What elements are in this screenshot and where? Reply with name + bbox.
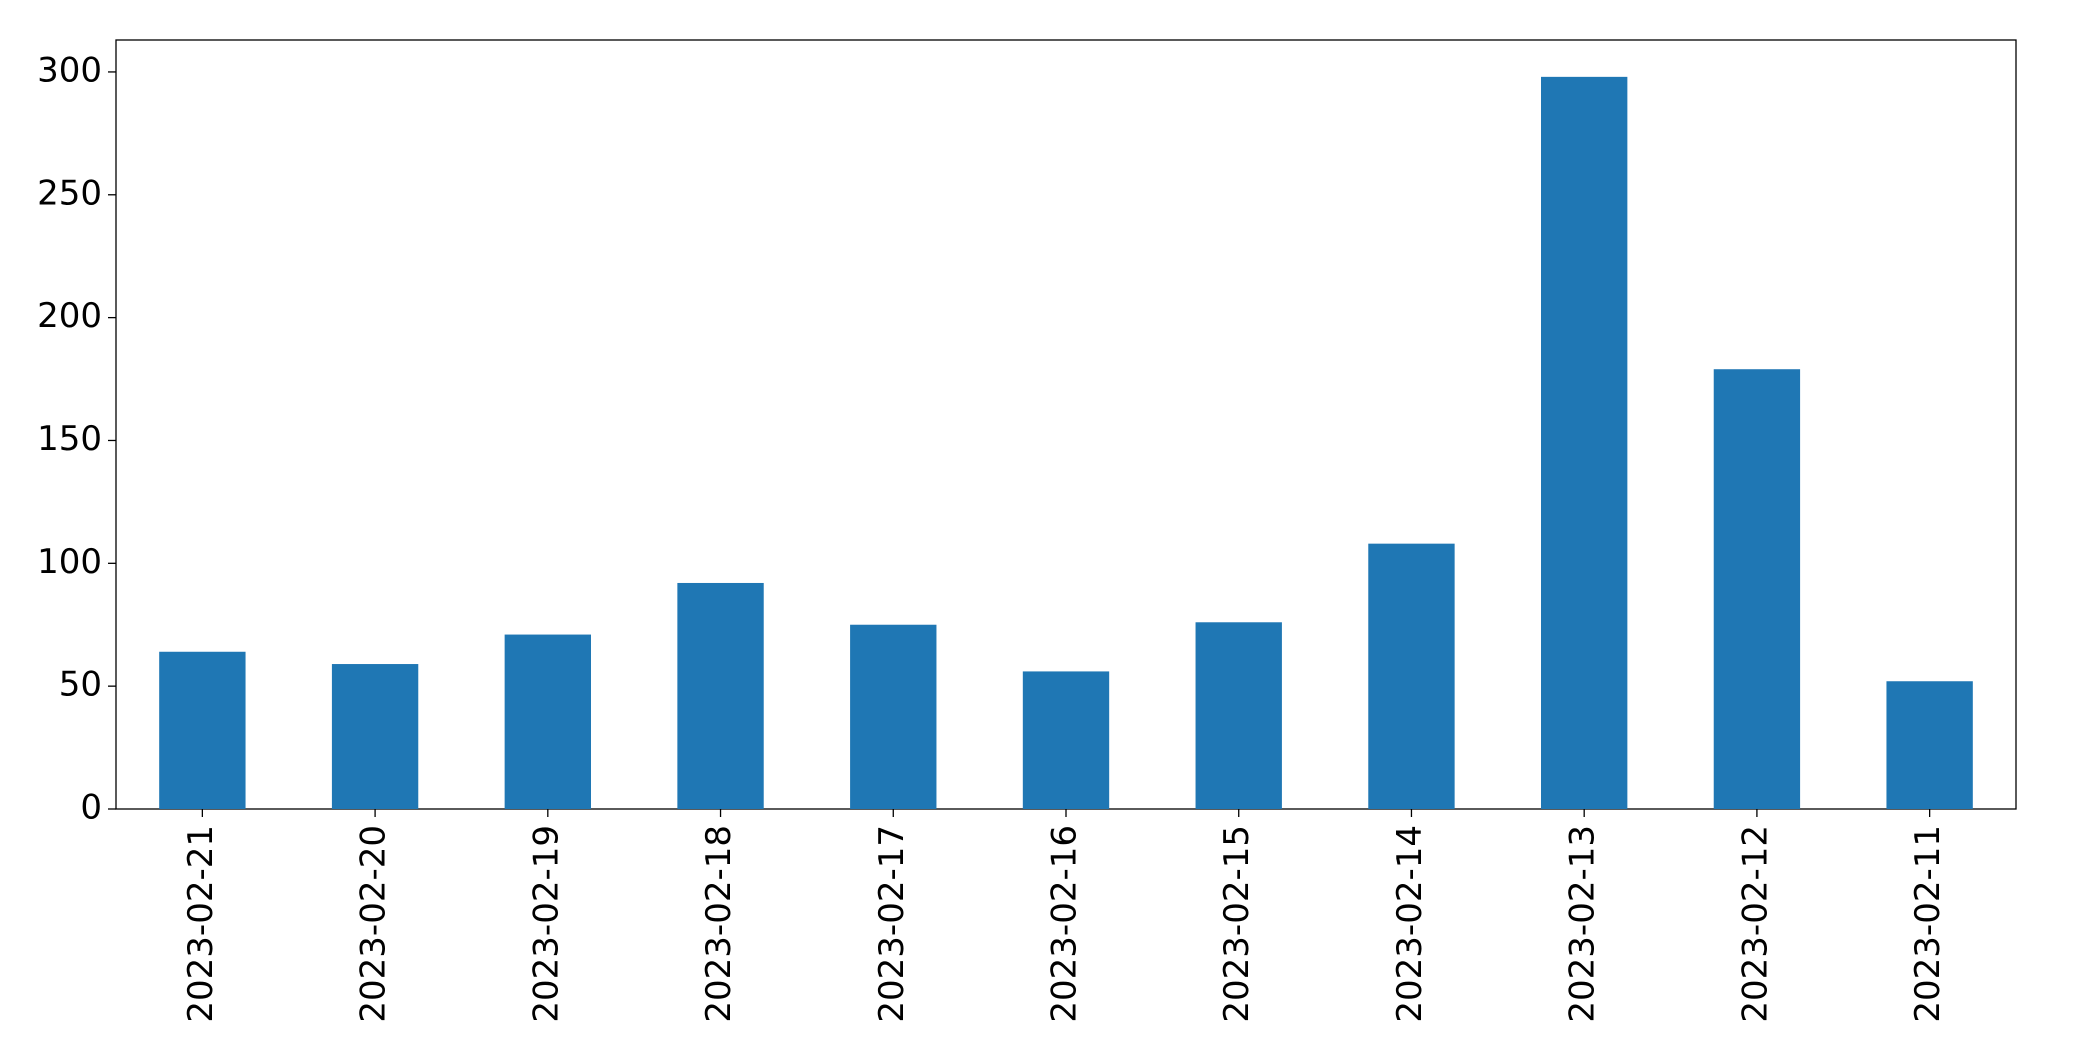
x-tick-label: 2023-02-12 [1735,825,1775,1023]
y-tick-label: 200 [37,296,102,336]
bar [1195,622,1282,809]
x-tick-label: 2023-02-18 [699,825,739,1023]
x-tick-label: 2023-02-15 [1217,825,1257,1023]
bar [1541,76,1628,810]
bar [1713,369,1801,809]
x-tick-label: 2023-02-14 [1390,825,1430,1023]
y-tick-label: 300 [37,50,102,90]
x-tick-label: 2023-02-19 [526,825,566,1023]
x-tick-label: 2023-02-20 [354,825,394,1023]
bar [677,582,764,809]
y-tick-label: 0 [80,788,102,828]
bar [850,624,937,809]
x-tick-label: 2023-02-21 [181,825,221,1023]
bar [1022,671,1110,809]
y-tick-label: 50 [59,665,102,705]
x-tick-label: 2023-02-11 [1908,825,1948,1023]
bar [1886,681,1973,809]
bar [159,651,246,809]
bar [331,664,419,809]
x-tick-label: 2023-02-16 [1045,825,1085,1023]
y-tick-label: 100 [37,542,102,582]
x-tick-label: 2023-02-13 [1563,825,1603,1023]
y-tick-label: 150 [37,419,102,459]
bar [504,634,591,809]
bar [1368,543,1455,809]
x-tick-label: 2023-02-17 [872,825,912,1023]
y-tick-label: 250 [37,173,102,213]
